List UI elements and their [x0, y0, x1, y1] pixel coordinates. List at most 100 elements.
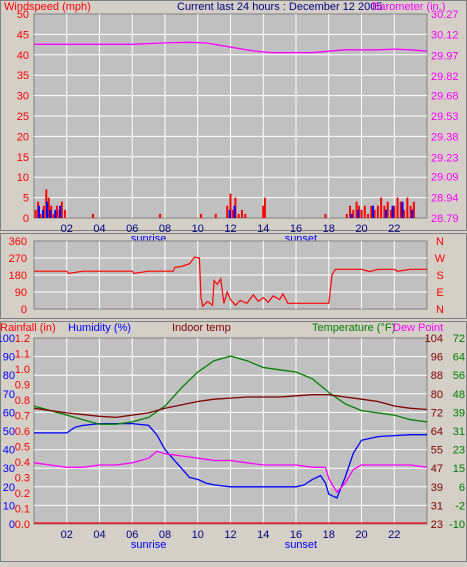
temperature-tick: 6	[459, 482, 465, 494]
barometer-tick: 29.23	[431, 152, 459, 164]
x-tick-label: 08	[159, 529, 171, 541]
compass-tick: E	[436, 287, 443, 299]
x-tick-label: 14	[257, 223, 269, 235]
indoor-temp-tick: 88	[431, 370, 443, 382]
windspeed-tick: 5	[23, 193, 29, 205]
temperature-tick: -10	[449, 519, 465, 531]
windspeed-tick: 40	[17, 50, 29, 62]
rainfall-tick: 0.3	[15, 473, 30, 485]
indoor-temp-tick: 47	[431, 463, 443, 475]
indoor-temp-tick: 64	[431, 426, 443, 438]
humidity-tick: 60	[3, 407, 15, 419]
x-tick-label: 12	[224, 223, 236, 235]
temperature-tick: 48	[453, 389, 465, 401]
compass-tick: N	[436, 236, 444, 248]
windspeed-tick: 45	[17, 29, 29, 41]
x-tick-label: 12	[224, 529, 236, 541]
rainfall-tick: 0.7	[15, 411, 30, 423]
x-tick-label: 18	[323, 529, 335, 541]
x-tick-label: 16	[290, 223, 302, 235]
x-tick-label: 10	[192, 529, 204, 541]
indoor-temp-tick: 104	[425, 333, 443, 345]
rainfall-tick: 0.8	[15, 395, 30, 407]
windspeed-tick: 10	[17, 172, 29, 184]
direction-degree-tick: 360	[9, 236, 27, 248]
x-annotation-sunrise: sunrise	[131, 539, 166, 551]
barometer-tick: 30.27	[431, 9, 459, 21]
barometer-tick: 29.09	[431, 172, 459, 184]
temperature-tick: 64	[453, 352, 465, 364]
rainfall-tick: 0.2	[15, 488, 30, 500]
x-tick-label: 22	[388, 529, 400, 541]
x-tick-label: 16	[290, 529, 302, 541]
indoor-temp-tick: 23	[431, 519, 443, 531]
humidity-tick: 20	[3, 482, 15, 494]
temperature-tick: 31	[453, 426, 465, 438]
windspeed-tick: 30	[17, 91, 29, 103]
windspeed-tick: 20	[17, 131, 29, 143]
humidity-tick: 0	[9, 519, 15, 531]
humidity-tick: 30	[3, 463, 15, 475]
rainfall-tick: 1.1	[15, 349, 30, 361]
temperature-f-line	[33, 355, 428, 425]
x-tick-label: 02	[61, 223, 73, 235]
compass-tick: W	[435, 253, 446, 265]
legend-label-1: Humidity (%)	[68, 322, 131, 334]
barometer-tick: 29.68	[431, 90, 459, 102]
barometer-line	[34, 41, 428, 54]
windspeed-tick: 50	[17, 9, 29, 21]
rainfall-tick: 0.4	[15, 457, 30, 469]
indoor-temp-tick: 39	[431, 482, 443, 494]
rainfall-tick: 1.2	[15, 333, 30, 345]
direction-degree-tick: 0	[21, 304, 27, 316]
windspeed-axis-label: Windspeed (mph)	[4, 1, 91, 13]
legend-label-0: Rainfall (in)	[0, 322, 56, 334]
barometer-tick: 29.97	[431, 50, 459, 62]
humidity-tick: 100	[0, 333, 15, 345]
barometer-tick: 28.79	[431, 213, 459, 225]
chart-title: Current last 24 hours : December 12 2005	[177, 1, 382, 13]
rainfall-tick: 0.1	[15, 504, 30, 516]
windspeed-tick: 35	[17, 70, 29, 82]
x-tick-label: 06	[126, 529, 138, 541]
x-tick-label: 20	[355, 223, 367, 235]
indoor-temp-line	[33, 394, 428, 419]
barometer-tick: 29.82	[431, 71, 459, 83]
temperature-tick: 23	[453, 445, 465, 457]
x-tick-label: 04	[93, 223, 105, 235]
x-tick-label: 08	[159, 223, 171, 235]
indoor-temp-tick: 72	[431, 407, 443, 419]
barometer-tick: 28.94	[431, 192, 459, 204]
x-tick-label: 14	[257, 529, 269, 541]
direction-degree-tick: 180	[9, 270, 27, 282]
x-annotation-sunset: sunset	[285, 539, 317, 551]
humidity-tick: 50	[3, 426, 15, 438]
legend-label-4: Dew Point	[393, 322, 443, 334]
temperature-tick: 15	[453, 463, 465, 475]
legend-label-2: Indoor temp	[172, 322, 231, 334]
x-tick-label: 06	[126, 223, 138, 235]
rainfall-tick: 0.5	[15, 442, 30, 454]
temperature-tick: 56	[453, 370, 465, 382]
temperature-tick: 39	[453, 407, 465, 419]
x-tick-label: 22	[388, 223, 400, 235]
humidity-tick: 40	[3, 445, 15, 457]
x-tick-label: 04	[93, 529, 105, 541]
humidity-tick: 90	[3, 352, 15, 364]
compass-tick: N	[436, 304, 444, 316]
humidity-tick: 70	[3, 389, 15, 401]
indoor-temp-tick: 96	[431, 352, 443, 364]
windspeed-tick: 25	[17, 111, 29, 123]
dew-point-line	[33, 450, 428, 494]
barometer-axis-label: Barometer (in.)	[372, 1, 445, 13]
humidity-tick: 80	[3, 370, 15, 382]
barometer-tick: 30.12	[431, 30, 459, 42]
humidity-tick: 10	[3, 500, 15, 512]
direction-degree-tick: 270	[9, 253, 27, 265]
direction-degree-tick: 90	[15, 287, 27, 299]
compass-tick: S	[436, 270, 443, 282]
rainfall-tick: 0.9	[15, 380, 30, 392]
legend-label-3: Temperature (°F)	[312, 322, 395, 334]
indoor-temp-tick: 31	[431, 500, 443, 512]
